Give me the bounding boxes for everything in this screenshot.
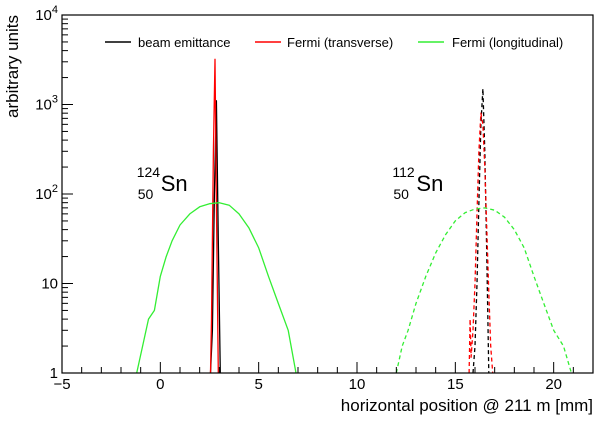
data-curves — [136, 58, 573, 374]
isotope-element-symbol: Sn — [416, 171, 443, 196]
axis-ticks: −5 0 5 10 15 20 1 10 102 103 104 — [35, 4, 594, 393]
legend: beam emittance Fermi (transverse) Fermi (l… — [105, 35, 563, 50]
x-tick-label: 5 — [254, 376, 262, 393]
series-line-5 — [395, 207, 573, 374]
x-tick-label: 20 — [545, 376, 562, 393]
legend-label: beam emittance — [138, 35, 231, 50]
y-tick-label: 1 — [50, 365, 58, 382]
y-axis-label: arbitrary units — [3, 15, 22, 118]
legend-label: Fermi (longitudinal) — [452, 35, 563, 50]
y-tick-label: 10 — [41, 276, 58, 293]
x-axis-label: horizontal position @ 211 m [mm] — [341, 396, 593, 415]
isotope-mass-number: 124 — [137, 164, 161, 180]
y-tick-label: 103 — [35, 94, 58, 114]
series-line-4 — [468, 112, 494, 374]
series-line-2 — [136, 202, 297, 374]
isotope-charge-number: 50 — [393, 186, 409, 202]
x-tick-label: 0 — [156, 376, 164, 393]
x-tick-label: 10 — [349, 376, 366, 393]
series-line-1 — [209, 58, 219, 374]
isotope-mass-number: 112 — [392, 164, 415, 180]
isotope-element-symbol: Sn — [161, 171, 188, 196]
x-tick-label: −5 — [53, 376, 70, 393]
y-tick-label: 102 — [35, 183, 58, 203]
legend-label: Fermi (transverse) — [287, 35, 393, 50]
isotope-charge-number: 50 — [138, 186, 154, 202]
x-tick-label: 15 — [447, 376, 464, 393]
y-tick-label: 104 — [35, 4, 58, 24]
